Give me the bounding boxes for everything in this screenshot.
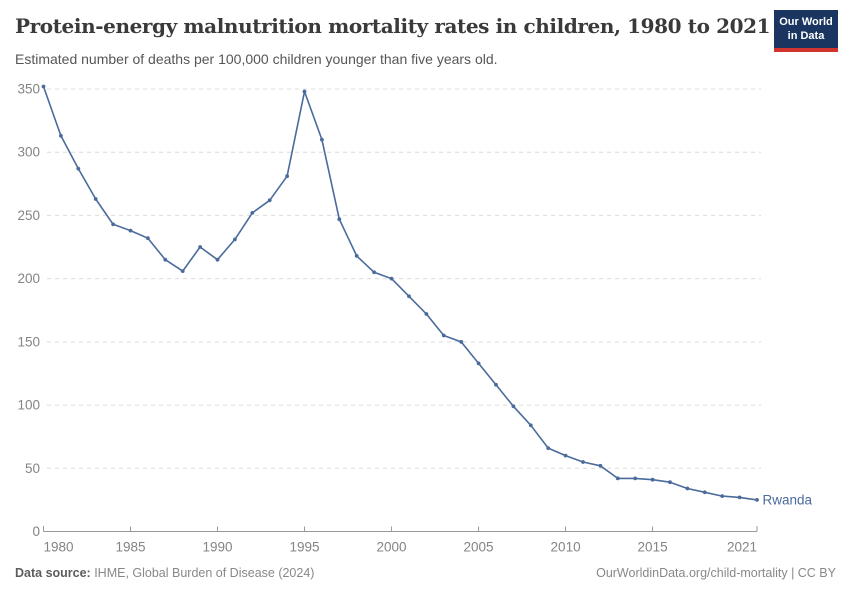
y-tick-label: 100 [17, 398, 40, 413]
data-point [215, 257, 220, 262]
data-point [372, 270, 376, 275]
data-point [285, 174, 289, 179]
y-tick-label: 200 [17, 271, 40, 286]
data-point [267, 198, 272, 203]
data-point [407, 294, 411, 299]
y-tick-label: 0 [32, 524, 40, 539]
owid-logo: Our World in Data [774, 10, 838, 52]
data-point [389, 276, 394, 281]
data-point [233, 237, 237, 242]
data-point [302, 89, 307, 94]
x-tick-label: 2015 [638, 540, 668, 555]
owid-logo-line2: in Data [787, 30, 825, 43]
y-tick-label: 250 [17, 208, 40, 223]
data-point [111, 222, 115, 227]
data-point [163, 257, 168, 262]
owid-logo-line1: Our World [779, 16, 833, 28]
data-point [337, 217, 342, 222]
series-label-rwanda: Rwanda [763, 492, 813, 507]
series-line-rwanda [42, 85, 758, 501]
page-title: Protein-energy malnutrition mortality ra… [15, 14, 771, 38]
data-point [581, 460, 585, 464]
data-source-label: Data source: [15, 566, 91, 580]
data-point [180, 269, 185, 273]
data-point [528, 423, 533, 428]
x-tick-label: 1995 [290, 540, 320, 555]
data-point [563, 453, 568, 458]
data-point [615, 476, 620, 481]
data-source-text: IHME, Global Burden of Disease (2024) [90, 566, 315, 580]
x-tick-label: 1990 [203, 540, 233, 555]
data-point [441, 333, 446, 338]
y-tick-label: 150 [17, 334, 40, 349]
data-point [459, 340, 464, 344]
data-point [511, 404, 516, 409]
data-point [424, 312, 429, 316]
data-point [546, 446, 551, 450]
data-point [76, 166, 81, 171]
data-point [354, 254, 359, 258]
data-source-note: Data source: IHME, Global Burden of Dise… [15, 566, 314, 580]
data-point [737, 495, 742, 500]
data-point [702, 490, 707, 495]
x-tick-label: 2000 [377, 540, 407, 555]
data-point [720, 494, 725, 498]
data-point [93, 197, 98, 201]
chart-footer: Data source: IHME, Global Burden of Dise… [15, 566, 836, 580]
x-tick-label: 1985 [115, 540, 145, 555]
data-point [198, 245, 203, 249]
data-point [59, 133, 63, 138]
data-point [598, 463, 603, 468]
x-tick-label: 2021 [727, 540, 757, 555]
x-tick-label: 2010 [551, 540, 581, 555]
data-point [476, 361, 481, 366]
y-tick-label: 350 [17, 82, 40, 97]
data-point [633, 476, 638, 481]
data-point [41, 84, 46, 89]
x-tick-label: 2005 [464, 540, 494, 555]
data-point [668, 480, 672, 485]
data-point [494, 382, 498, 387]
data-point [146, 236, 150, 241]
data-point [128, 228, 133, 233]
y-tick-label: 50 [25, 461, 40, 476]
data-point [755, 498, 759, 502]
data-point [320, 137, 324, 142]
x-tick-label: 1980 [44, 540, 74, 555]
y-tick-label: 300 [17, 145, 40, 160]
data-point [650, 477, 655, 482]
data-point [250, 211, 255, 215]
page-subtitle: Estimated number of deaths per 100,000 c… [15, 51, 498, 67]
data-point [685, 486, 690, 491]
credit-text: OurWorldinData.org/child-mortality | CC … [596, 566, 836, 580]
